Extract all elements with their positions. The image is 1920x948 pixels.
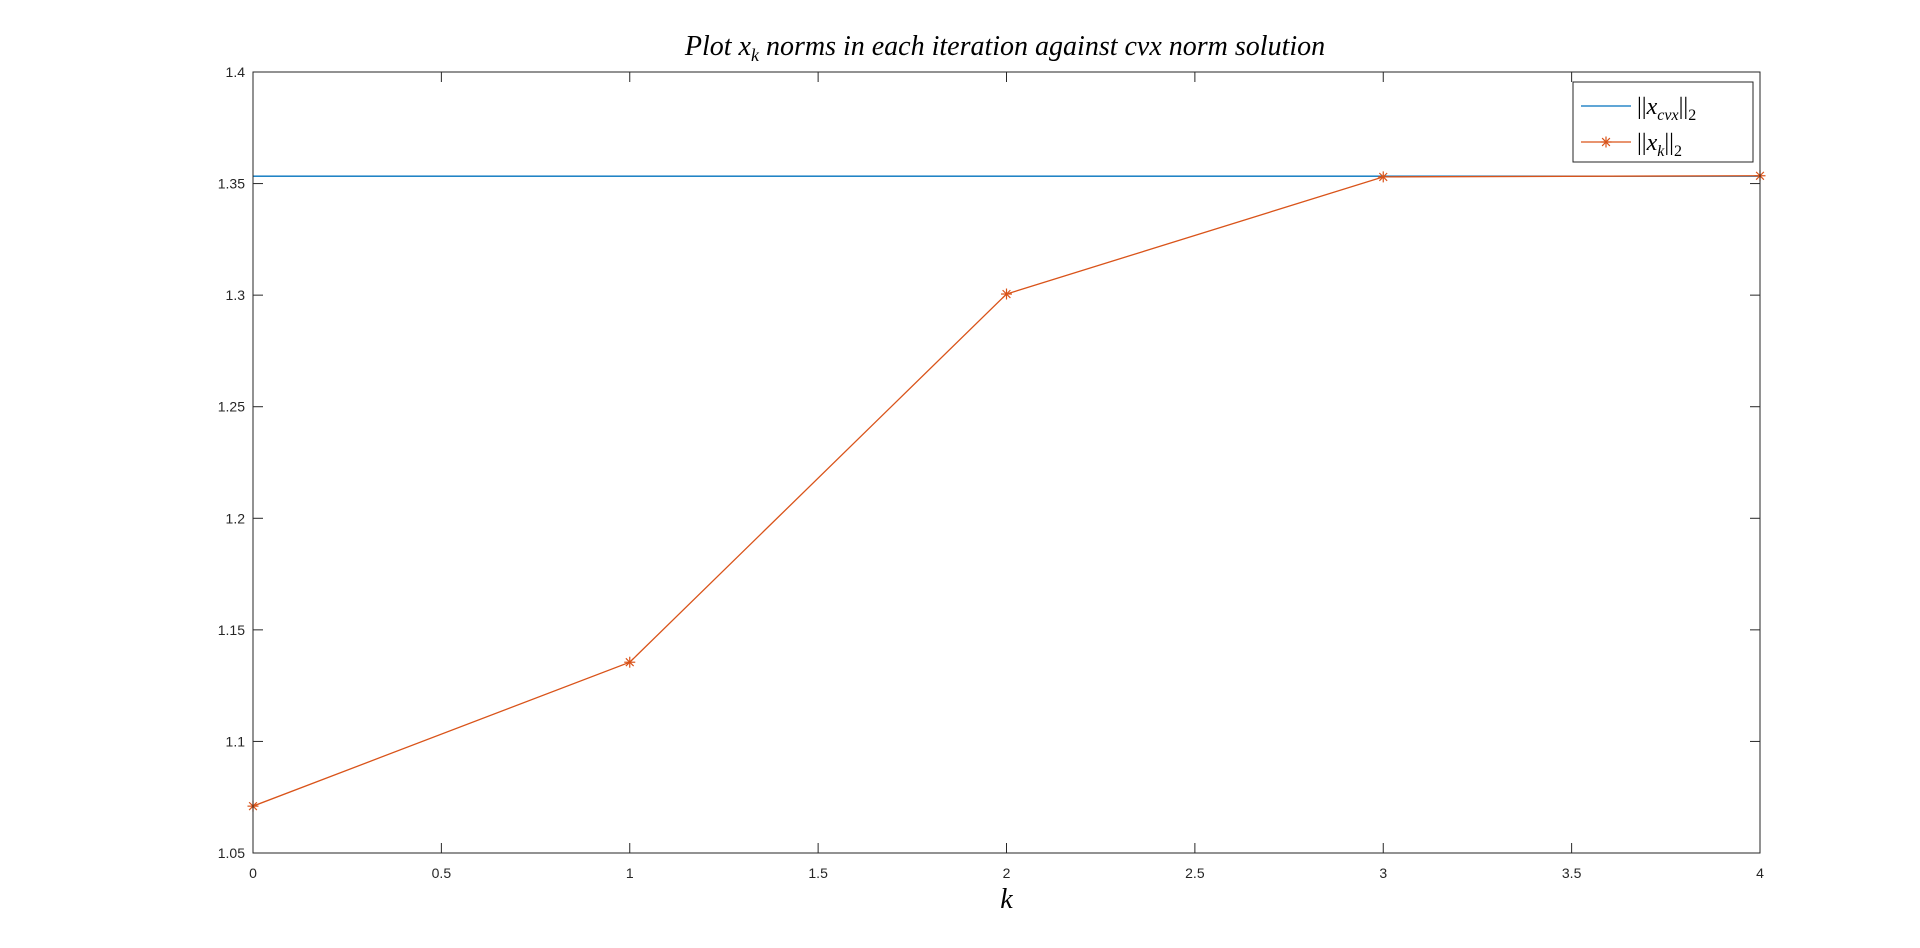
legend-label: ||xk||2	[1637, 130, 1682, 160]
x-tick-label: 4	[1756, 865, 1764, 881]
y-tick-label: 1.1	[226, 733, 246, 749]
y-tick-label: 1.25	[218, 399, 245, 415]
legend-box	[1572, 81, 1754, 163]
x-tick-label: 0	[249, 865, 257, 881]
title-subscript: k	[751, 45, 760, 65]
y-tick-label: 1.35	[218, 176, 245, 192]
y-tick-label: 1.05	[218, 845, 245, 861]
x-tick-label: 2	[1003, 865, 1011, 881]
data-point-marker	[1001, 288, 1012, 300]
x-tick-label: 3.5	[1562, 865, 1582, 881]
data-point-marker	[1600, 136, 1612, 148]
y-tick-label: 1.15	[218, 622, 245, 638]
x-tick-label: 3	[1379, 865, 1387, 881]
x-tick-labels: 0 0.5 1 1.5 2 2.5 3 3.5 4	[249, 865, 1764, 881]
x-tick-label: 2.5	[1185, 865, 1205, 881]
y-tick-labels: 1.05 1.1 1.15 1.2 1.25 1.3 1.35 1.4	[218, 64, 245, 861]
x-tick-label: 1	[626, 865, 634, 881]
plot-frame	[252, 71, 1761, 854]
y-tick-label: 1.3	[226, 287, 246, 303]
x-tick-label: 1.5	[808, 865, 828, 881]
y-tick-label: 1.4	[226, 64, 246, 80]
data-point-marker	[624, 656, 636, 668]
legend: ||xcvx||2 ||xk||2	[1572, 81, 1754, 163]
data-point-marker	[1377, 171, 1389, 183]
y-tick-label: 1.2	[226, 510, 246, 526]
x-tick-label: 0.5	[432, 865, 452, 881]
x-axis-label: k	[1000, 884, 1013, 915]
plot-area	[253, 72, 1760, 853]
chart-title: Plot xk norms in each iteration against …	[684, 31, 1325, 65]
legend-label: ||xcvx||2	[1637, 94, 1696, 124]
